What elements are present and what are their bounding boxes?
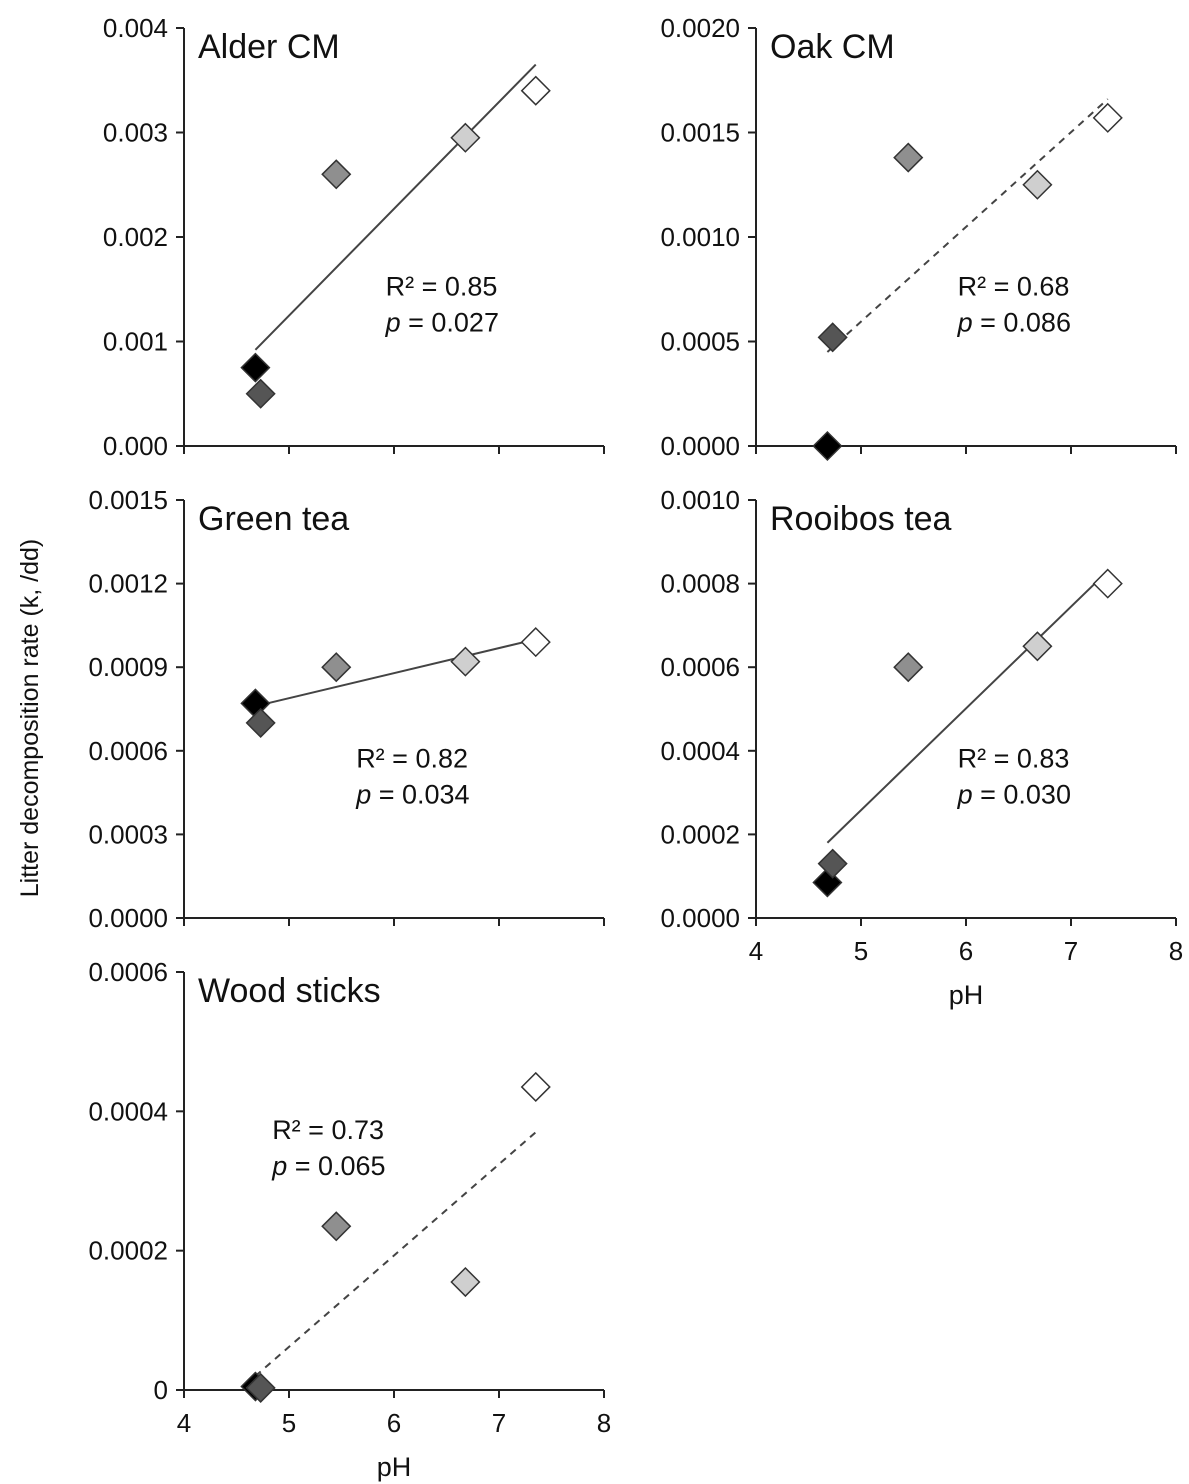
y-tick-label: 0.0010 [660,222,740,252]
data-point [817,322,848,353]
y-tick-label: 0.0009 [88,652,168,682]
p-symbol: p [957,780,973,810]
p-value: = 0.065 [287,1151,385,1181]
y-tick-label: 0.0006 [88,957,168,987]
regression-line [254,1131,537,1377]
r-squared-label: R² = 0.85 [386,272,498,302]
p-value-label: p = 0.030 [957,780,1071,810]
x-tick-label: 4 [177,1408,191,1438]
p-value-label: p = 0.086 [957,308,1071,338]
x-tick-label: 6 [387,1408,401,1438]
data-point [240,352,271,383]
y-tick-label: 0.0015 [88,485,168,515]
data-point [321,1211,352,1242]
p-symbol: p [957,308,973,338]
data-point [321,652,352,683]
x-tick-label: 5 [854,936,868,966]
r-squared-label: R² = 0.82 [356,744,468,774]
y-tick-label: 0.0006 [88,736,168,766]
panel: 0.0000 0.0003 0.0006 0.0009 0.0012 0.0015 Gree… [88,485,605,933]
data-point [1022,169,1053,200]
data-point [520,1071,551,1103]
data-point [520,75,551,106]
y-tick-label: 0.0000 [660,431,740,461]
data-point [893,652,924,683]
data-point [893,142,924,173]
x-axis-label: pH [377,1452,412,1482]
data-point [1092,568,1123,599]
data-point [817,848,848,879]
panel-title: Rooibos tea [770,500,952,538]
data-point [1092,102,1123,133]
x-tick-label: 6 [959,936,973,966]
panel: 0.0000 0.0002 0.0004 0.0006 0.0008 0.0010 4 5 6 7… [660,485,1183,1010]
p-symbol: p [355,780,371,810]
panel-title: Green tea [198,500,349,538]
p-value: = 0.034 [371,780,469,810]
y-tick-label: 0.0003 [88,819,168,849]
y-tick-label: 0.0012 [88,569,168,599]
data-point [321,159,352,190]
p-value: = 0.086 [973,308,1071,338]
r-squared-label: R² = 0.83 [958,744,1070,774]
x-tick-label: 7 [1064,936,1078,966]
data-point [812,430,843,462]
data-point [450,646,481,677]
x-tick-label: 8 [1169,936,1183,966]
x-axis-label: pH [949,980,984,1010]
p-value-label: p = 0.034 [355,780,469,810]
y-tick-label: 0.0004 [88,1096,168,1126]
x-tick-label: 4 [749,936,763,966]
x-tick-label: 7 [492,1408,506,1438]
p-value-label: p = 0.027 [385,308,499,338]
y-tick-label: 0.0005 [660,327,740,357]
panel: 0.0000 0.0005 0.0010 0.0015 0.0020 Oak CM R² =… [660,13,1177,462]
y-tick-label: 0.001 [103,327,168,357]
y-tick-label: 0.0000 [88,903,168,933]
r-squared-label: R² = 0.73 [272,1115,384,1145]
panel: 0 0.0002 0.0004 0.0006 4 5 6 7 8 pH Wood sticks R² … [88,957,611,1482]
panel: 0.000 0.001 0.002 0.003 0.004 Alder CM R² = 0.… [103,13,605,461]
y-tick-label: 0.004 [103,13,168,43]
p-value: = 0.030 [973,780,1071,810]
data-point [245,1372,276,1403]
x-tick-label: 8 [597,1408,611,1438]
y-tick-label: 0.002 [103,222,168,252]
y-tick-label: 0.0002 [88,1236,168,1266]
y-tick-label: 0.0006 [660,652,740,682]
y-tick-label: 0.003 [103,118,168,148]
p-symbol: p [385,308,401,338]
data-point [1022,631,1053,662]
data-point [520,627,551,658]
y-tick-label: 0.0002 [660,819,740,849]
regression-line [254,63,537,351]
y-tick-label: 0.000 [103,431,168,461]
y-tick-label: 0.0015 [660,118,740,148]
x-tick-label: 5 [282,1408,296,1438]
panel-title: Oak CM [770,28,895,66]
regression-line [255,638,536,708]
y-axis-label: Litter decomposition rate (k, /dd) [16,539,44,898]
p-symbol: p [271,1151,287,1181]
data-point [245,707,276,738]
r-squared-label: R² = 0.68 [958,272,1070,302]
panel-title: Wood sticks [198,972,381,1010]
panel-title: Alder CM [198,28,340,66]
regression-line [826,570,1109,844]
y-tick-label: 0.0004 [660,736,740,766]
y-tick-label: 0.0020 [660,13,740,43]
y-tick-label: 0.0010 [660,485,740,515]
p-value: = 0.027 [401,308,499,338]
regression-line [826,98,1109,353]
y-tick-label: 0 [154,1375,168,1405]
y-tick-label: 0.0000 [660,903,740,933]
data-point [245,378,276,409]
p-value-label: p = 0.065 [271,1151,385,1181]
data-point [450,1266,481,1298]
data-point [450,122,481,153]
y-tick-label: 0.0008 [660,569,740,599]
